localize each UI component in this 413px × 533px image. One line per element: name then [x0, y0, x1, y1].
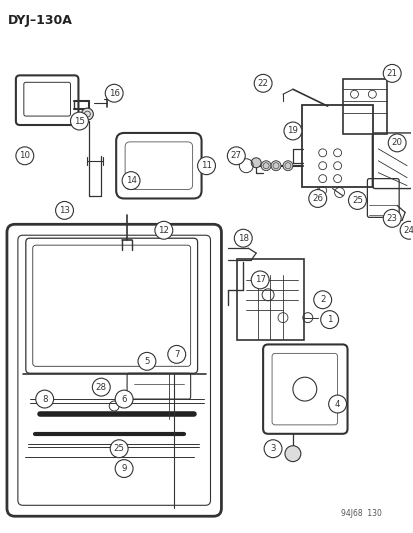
Circle shape	[271, 161, 280, 171]
Text: 25: 25	[114, 444, 124, 453]
Circle shape	[167, 345, 185, 364]
Text: 15: 15	[74, 117, 85, 126]
Text: 21: 21	[386, 69, 397, 78]
Text: 8: 8	[42, 394, 47, 403]
Circle shape	[261, 161, 271, 171]
Text: 6: 6	[121, 394, 126, 403]
Circle shape	[263, 440, 281, 458]
Circle shape	[110, 440, 128, 458]
Text: 19: 19	[287, 126, 298, 135]
Text: 28: 28	[95, 383, 107, 392]
Text: 2: 2	[319, 295, 325, 304]
Text: 20: 20	[391, 139, 402, 148]
Circle shape	[55, 201, 73, 220]
Bar	[342, 79, 386, 134]
Circle shape	[227, 147, 244, 165]
Circle shape	[251, 158, 261, 168]
Text: 27: 27	[230, 151, 241, 160]
Circle shape	[36, 390, 54, 408]
Text: 16: 16	[109, 88, 119, 98]
Text: DYJ–130A: DYJ–130A	[8, 14, 73, 27]
Text: 22: 22	[257, 79, 268, 88]
Circle shape	[105, 84, 123, 102]
Circle shape	[382, 64, 400, 82]
Text: 5: 5	[144, 357, 150, 366]
Text: 7: 7	[173, 350, 179, 359]
Circle shape	[313, 291, 331, 309]
Circle shape	[197, 157, 215, 175]
Text: 13: 13	[59, 206, 70, 215]
Text: 17: 17	[254, 276, 265, 285]
Circle shape	[115, 390, 133, 408]
Text: 94J68  130: 94J68 130	[341, 509, 381, 518]
Text: 9: 9	[121, 464, 126, 473]
Text: 26: 26	[311, 194, 323, 203]
Circle shape	[320, 311, 338, 328]
Text: 3: 3	[270, 444, 275, 453]
Text: 1: 1	[326, 315, 332, 324]
Text: 14: 14	[125, 176, 136, 185]
Circle shape	[138, 352, 156, 370]
Circle shape	[70, 112, 88, 130]
Circle shape	[115, 459, 133, 478]
Circle shape	[387, 134, 405, 152]
Text: 4: 4	[334, 400, 339, 408]
Circle shape	[251, 271, 268, 289]
Circle shape	[308, 190, 326, 207]
Circle shape	[16, 147, 34, 165]
Circle shape	[399, 221, 413, 239]
Text: 24: 24	[403, 226, 413, 235]
Text: 10: 10	[19, 151, 30, 160]
Circle shape	[122, 172, 140, 190]
Text: 18: 18	[237, 233, 248, 243]
Circle shape	[254, 75, 271, 92]
Circle shape	[92, 378, 110, 396]
Circle shape	[81, 108, 93, 120]
Circle shape	[154, 221, 172, 239]
Circle shape	[348, 191, 366, 209]
Circle shape	[284, 446, 300, 462]
Circle shape	[328, 395, 346, 413]
Text: 23: 23	[386, 214, 397, 223]
Circle shape	[234, 229, 252, 247]
Text: 11: 11	[201, 161, 211, 170]
Circle shape	[282, 161, 292, 171]
Text: 25: 25	[351, 196, 362, 205]
Circle shape	[283, 122, 301, 140]
Circle shape	[382, 209, 400, 227]
Text: 12: 12	[158, 226, 169, 235]
